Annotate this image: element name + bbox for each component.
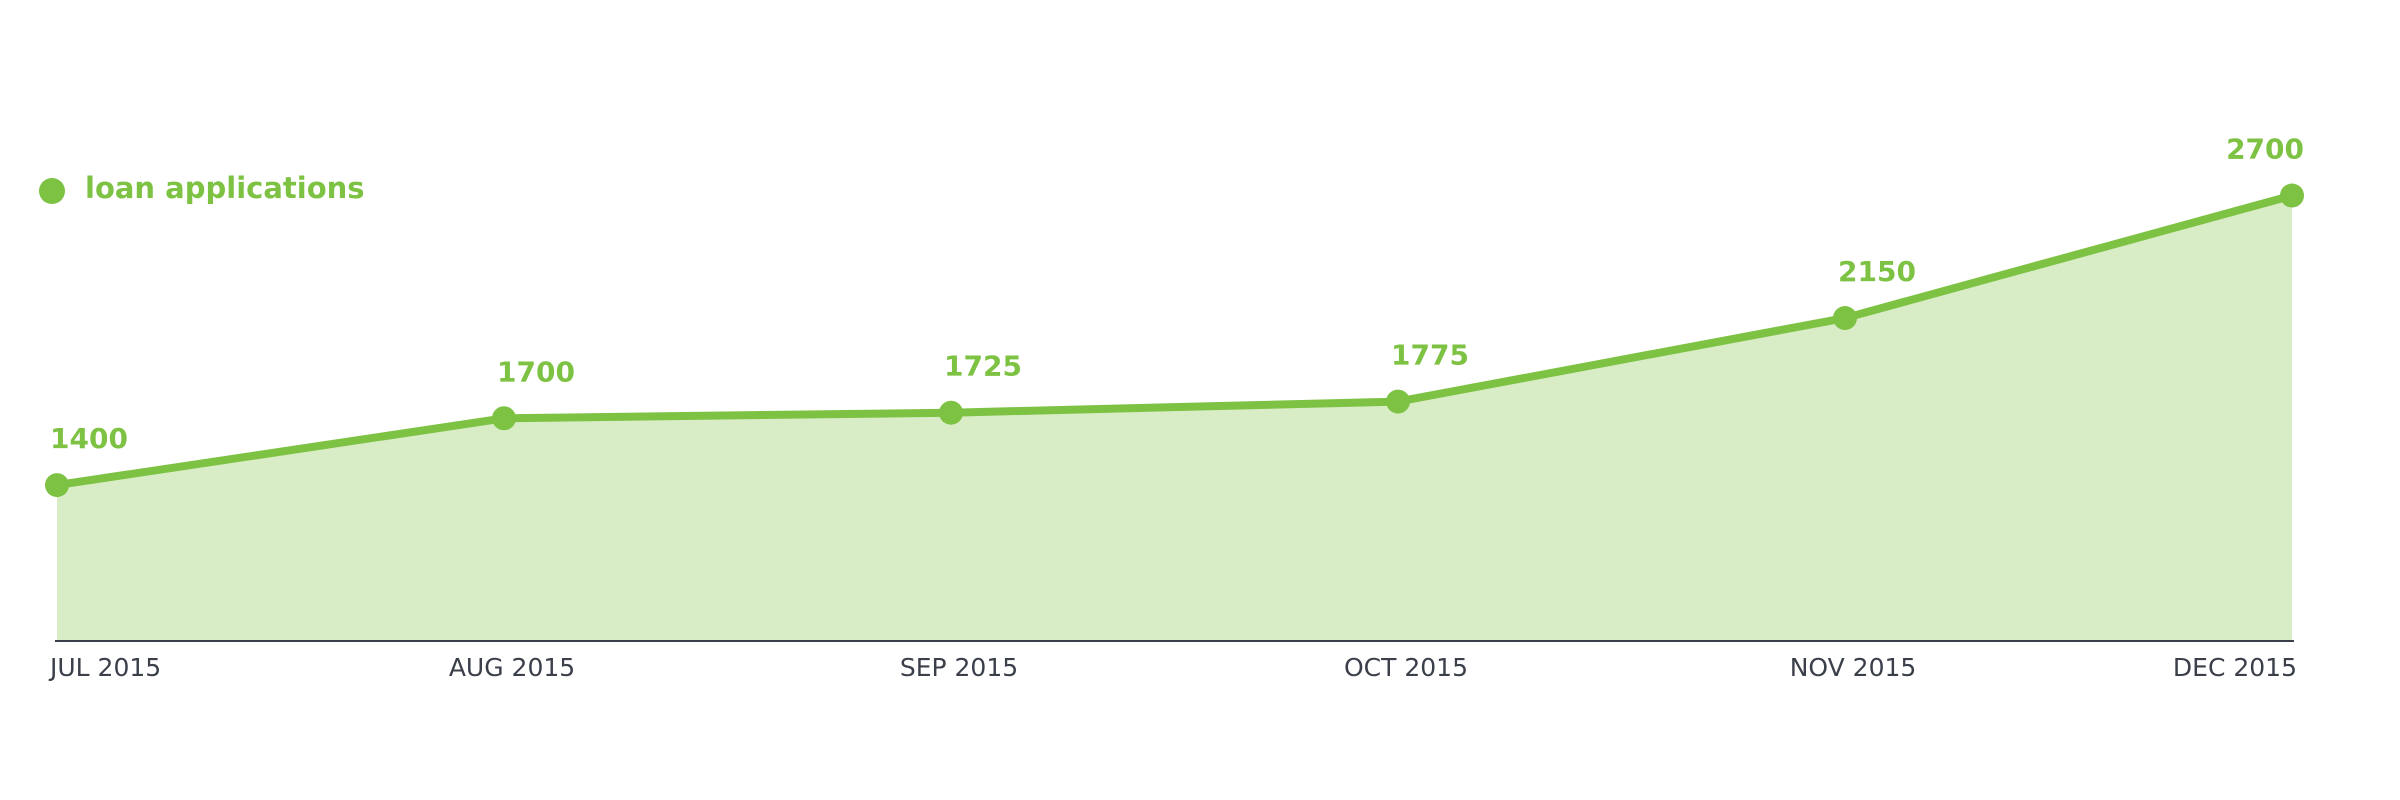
point xyxy=(492,406,516,431)
x-tick-label: SEP 2015 xyxy=(900,653,1018,682)
point xyxy=(45,473,69,498)
value-label: 1725 xyxy=(944,350,1022,383)
point xyxy=(1833,306,1857,331)
area-fill xyxy=(57,195,2292,641)
value-label: 2700 xyxy=(2226,133,2304,166)
point xyxy=(939,400,963,425)
value-label: 1775 xyxy=(1391,339,1469,372)
value-label: 1700 xyxy=(497,355,575,388)
legend-label: loan applications xyxy=(85,171,365,205)
point xyxy=(1386,389,1410,414)
point xyxy=(2280,183,2304,208)
x-tick-label: OCT 2015 xyxy=(1344,653,1468,682)
value-label: 2150 xyxy=(1838,255,1916,288)
legend-marker xyxy=(39,178,65,204)
x-tick-label: AUG 2015 xyxy=(449,653,575,682)
line xyxy=(56,191,2294,490)
x-tick-label: JUL 2015 xyxy=(48,653,161,682)
x-tick-label: DEC 2015 xyxy=(2173,653,2297,682)
value-label: 1400 xyxy=(50,422,128,455)
x-tick-label: NOV 2015 xyxy=(1790,653,1917,682)
